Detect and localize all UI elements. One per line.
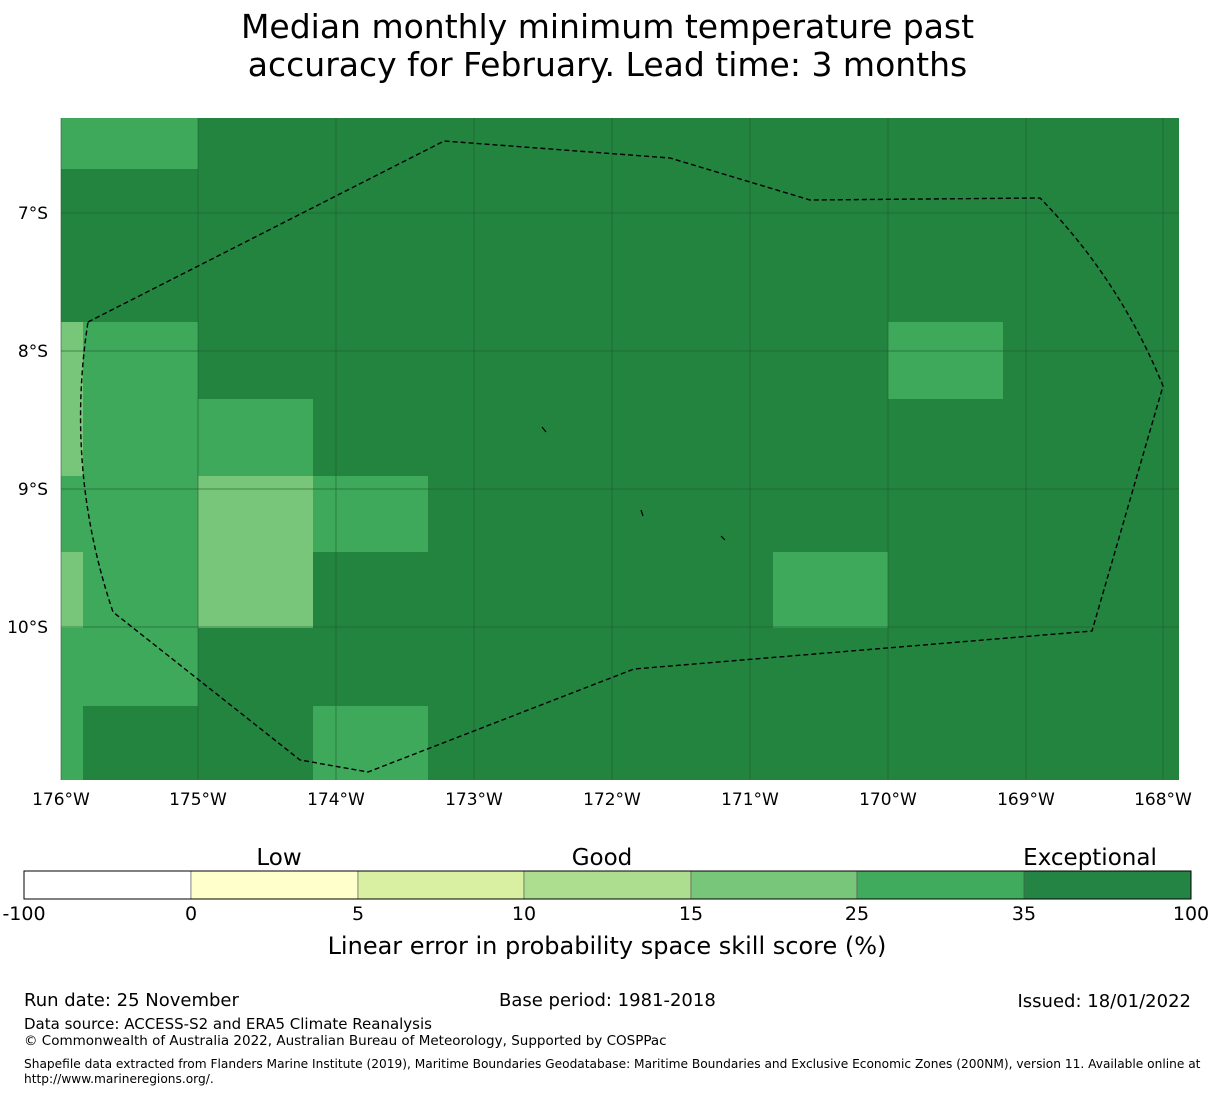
latitude-label: 10°S xyxy=(7,618,48,638)
colorbar-category-label: Exceptional xyxy=(1023,845,1157,871)
longitude-label: 168°W xyxy=(1134,790,1192,810)
colorbar: Low Good Exceptional -100 0 5 10 15 25 35 100 Lin… xyxy=(2,845,1209,960)
colorbar-tick-label: 25 xyxy=(845,903,869,925)
skill-cell-light xyxy=(61,552,83,628)
skill-cell xyxy=(313,706,428,780)
latitude-label: 9°S xyxy=(18,480,48,500)
colorbar-category-label: Good xyxy=(572,845,633,871)
skill-cell xyxy=(61,322,198,706)
colorbar-tick-label: -100 xyxy=(2,903,45,925)
colorbar-tick-label: 35 xyxy=(1012,903,1036,925)
colorbar-segment xyxy=(523,870,692,900)
longitude-label: 172°W xyxy=(583,790,641,810)
colorbar-segment xyxy=(690,870,858,900)
skill-cell xyxy=(198,399,313,476)
colorbar-segment xyxy=(856,870,1025,900)
colorbar-segment xyxy=(190,870,359,900)
longitude-label: 174°W xyxy=(307,790,365,810)
shapefile-credit-line-1: Shapefile data extracted from Flanders M… xyxy=(24,1057,1201,1071)
colorbar-tick-label: 15 xyxy=(679,903,703,925)
issued-date: Issued: 18/01/2022 xyxy=(1017,991,1191,1012)
island-icon xyxy=(640,509,644,517)
chart-title-line-1: Median monthly minimum temperature past xyxy=(240,7,975,46)
colorbar-tick-label: 10 xyxy=(512,903,536,925)
shapefile-credit-line-2: http://www.marineregions.org/. xyxy=(24,1072,214,1086)
colorbar-segment xyxy=(357,870,525,900)
longitude-label: 173°W xyxy=(445,790,503,810)
island-icon xyxy=(720,535,726,541)
skill-cell-light xyxy=(198,476,313,628)
latitude-label: 8°S xyxy=(18,342,48,362)
skill-cell-light xyxy=(61,322,83,476)
base-period: Base period: 1981-2018 xyxy=(499,990,716,1011)
run-date: Run date: 25 November xyxy=(24,990,239,1011)
colorbar-tick-label: 5 xyxy=(352,903,364,925)
longitude-label: 171°W xyxy=(721,790,779,810)
copyright-notice: © Commonwealth of Australia 2022, Austra… xyxy=(24,1033,667,1049)
longitude-label: 169°W xyxy=(997,790,1055,810)
skill-cell xyxy=(313,476,428,552)
longitude-label: 176°W xyxy=(32,790,90,810)
skill-cell xyxy=(773,552,888,628)
chart-title-line-2: accuracy for February. Lead time: 3 mont… xyxy=(247,45,968,84)
colorbar-segment xyxy=(23,870,192,900)
skill-cell xyxy=(61,706,83,780)
colorbar-axis-label: Linear error in probability space skill … xyxy=(328,932,887,960)
skill-cell xyxy=(888,322,1003,399)
colorbar-tick-label: 100 xyxy=(1173,903,1209,925)
skill-cell xyxy=(61,118,198,169)
colorbar-frame xyxy=(23,870,1192,900)
map-gridlines xyxy=(60,118,1179,780)
colorbar-segment xyxy=(1023,870,1192,900)
longitude-labels: 176°W 175°W 174°W 173°W 172°W 171°W 170°W 169°W… xyxy=(32,790,1192,810)
colorbar-category-label: Low xyxy=(256,845,301,871)
colorbar-tick-label: 0 xyxy=(185,903,197,925)
data-source: Data source: ACCESS-S2 and ERA5 Climate … xyxy=(24,1015,432,1033)
map-panel xyxy=(60,118,1179,780)
latitude-labels: 7°S 8°S 9°S 10°S xyxy=(7,204,48,638)
latitude-label: 7°S xyxy=(18,204,48,224)
longitude-label: 175°W xyxy=(169,790,227,810)
island-icon xyxy=(541,426,547,433)
longitude-label: 170°W xyxy=(859,790,917,810)
eez-boundary-line xyxy=(79,140,1164,773)
